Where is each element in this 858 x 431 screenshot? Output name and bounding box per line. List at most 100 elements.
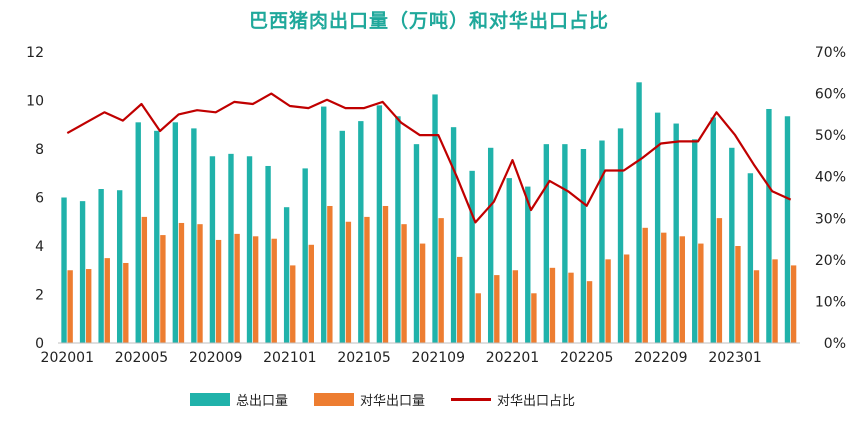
bar-total-export xyxy=(246,156,253,343)
right-tick-label: 20% xyxy=(815,253,846,269)
bar-china-export xyxy=(382,205,389,343)
bar-total-export xyxy=(599,140,605,343)
bar-china-export xyxy=(104,258,110,343)
bar-china-export xyxy=(160,235,166,343)
bar-total-export xyxy=(395,116,401,343)
x-tick-label: 202301 xyxy=(708,350,761,366)
right-axis-ticks: 0% 10% 20% 30% 40% 50% 60% 70% xyxy=(815,45,846,352)
bar-china-export xyxy=(457,256,463,343)
x-tick-label: 202105 xyxy=(337,350,390,366)
bar-china-export xyxy=(716,218,723,343)
bar-china-export xyxy=(327,205,333,343)
bar-total-export xyxy=(654,112,661,343)
bar-china-export xyxy=(531,293,537,343)
bar-china-export xyxy=(605,259,611,343)
bar-total-export xyxy=(784,116,791,343)
bar-total-export xyxy=(432,94,438,343)
right-tick-label: 10% xyxy=(815,294,846,310)
bar-total-export xyxy=(79,201,86,343)
line-series xyxy=(66,92,792,224)
bar-china-export xyxy=(568,272,574,343)
bar-china-export xyxy=(549,267,556,343)
bar-china-export xyxy=(141,216,148,343)
bar-china-export xyxy=(419,243,426,343)
x-tick-label: 202005 xyxy=(115,350,168,366)
bar-total-export xyxy=(172,122,179,343)
bar-total-export xyxy=(209,156,216,343)
bar-china-export xyxy=(123,262,129,343)
bar-china-export xyxy=(642,227,648,343)
x-axis-ticks: 202001 202005 202009 202101 202105 202109 2022… xyxy=(41,350,762,366)
bar-total-export xyxy=(283,207,290,343)
right-tick-label: 40% xyxy=(815,170,846,186)
bar-total-export xyxy=(729,147,735,343)
bar-china-export xyxy=(698,243,704,343)
legend-swatch-china xyxy=(314,393,355,406)
bar-china-export xyxy=(790,265,797,343)
left-tick-label: 2 xyxy=(35,288,44,304)
x-tick-label: 202009 xyxy=(189,350,242,366)
bar-china-export xyxy=(345,221,352,343)
left-tick-label: 4 xyxy=(35,239,44,255)
bar-total-export xyxy=(116,190,123,343)
bar-china-export xyxy=(661,232,667,343)
bar-total-export xyxy=(617,128,624,343)
x-tick-label: 202205 xyxy=(560,350,613,366)
bar-total-export xyxy=(61,197,67,343)
bar-china-export xyxy=(252,236,259,343)
bar-china-export xyxy=(735,246,741,343)
bar-china-export xyxy=(772,259,778,343)
left-tick-label: 10 xyxy=(26,94,44,110)
bar-total-export xyxy=(487,147,494,343)
legend-item-total: 总出口量 xyxy=(190,390,288,409)
bar-total-export xyxy=(525,186,531,343)
bar-china-export xyxy=(623,254,630,343)
bar-china-export xyxy=(308,244,314,343)
legend-item-china: 对华出口量 xyxy=(314,390,425,409)
bar-china-export xyxy=(234,233,240,343)
bar-total-export xyxy=(636,82,642,343)
bar-total-export xyxy=(710,117,716,343)
bar-total-export xyxy=(673,123,679,343)
bar-total-export xyxy=(562,144,568,343)
x-tick-label: 202209 xyxy=(634,350,687,366)
chart-title: 巴西猪肉出口量（万吨）和对华出口占比 xyxy=(248,10,609,32)
x-tick-label: 202109 xyxy=(412,350,465,366)
bar-total-export xyxy=(98,189,104,343)
bar-total-export xyxy=(228,153,234,343)
bar-total-export xyxy=(358,121,364,343)
legend-swatch-share xyxy=(451,398,492,401)
right-tick-label: 60% xyxy=(815,87,846,103)
bar-total-export xyxy=(747,173,754,343)
bar-china-export xyxy=(178,222,185,343)
bar-total-export xyxy=(766,108,772,343)
bar-total-export xyxy=(321,106,327,343)
bar-total-export xyxy=(376,105,383,343)
bar-total-export xyxy=(265,165,271,343)
bar-china-export xyxy=(753,270,760,343)
bar-total-export xyxy=(469,170,475,343)
bar-series xyxy=(61,82,797,343)
bar-china-export xyxy=(586,281,593,343)
right-tick-label: 50% xyxy=(815,128,846,144)
right-tick-label: 0% xyxy=(824,336,846,352)
bar-china-export xyxy=(197,224,203,343)
legend: 总出口量 对华出口量 对华出口占比 xyxy=(190,390,601,409)
bar-china-export xyxy=(512,270,519,343)
bar-total-export xyxy=(413,144,420,343)
legend-swatch-total xyxy=(190,393,230,406)
bar-total-export xyxy=(543,144,550,343)
left-tick-label: 12 xyxy=(26,45,44,61)
line-china-share xyxy=(66,92,792,224)
bar-china-export xyxy=(290,265,296,343)
bar-total-export xyxy=(302,168,308,343)
bar-china-export xyxy=(86,269,92,343)
bar-total-export xyxy=(450,127,457,343)
right-tick-label: 30% xyxy=(815,211,846,227)
bar-total-export xyxy=(154,130,160,343)
left-axis-ticks: 0 2 4 6 8 10 12 xyxy=(26,45,44,352)
legend-item-share: 对华出口占比 xyxy=(451,390,575,409)
bar-china-export xyxy=(364,216,370,343)
bar-total-export xyxy=(339,130,345,343)
